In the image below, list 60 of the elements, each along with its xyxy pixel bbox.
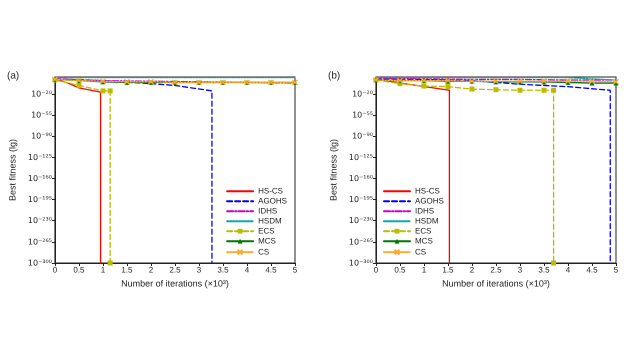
- y-tick-label: 10⁻⁵⁵: [31, 110, 52, 120]
- x-tick-label: 2.5: [490, 266, 502, 274]
- x-tick-label: 1: [422, 266, 427, 274]
- x-tick-label: 1.5: [442, 266, 454, 274]
- legend-label: HSDM: [415, 216, 439, 226]
- x-tick-label: 4.5: [586, 266, 598, 274]
- y-tick-label: 10⁻⁹⁰: [31, 132, 52, 141]
- y-tick-label: 10⁻³⁰⁰: [28, 258, 52, 268]
- legend-label: MCS: [258, 236, 276, 246]
- chart-title: (a): [7, 70, 20, 82]
- y-tick-label: 10⁻²⁶⁵: [348, 237, 373, 246]
- legend-label: IDHS: [258, 206, 278, 216]
- y-axis-title: Best fitness (lg): [8, 138, 18, 202]
- x-tick-label: 3.5: [217, 266, 230, 274]
- y-tick-label: 10⁻⁵⁵: [352, 110, 373, 120]
- y-tick-label: 10⁻⁹⁰: [352, 132, 373, 141]
- legend-label: ECS: [415, 226, 432, 236]
- x-tick-label: 2.5: [169, 266, 182, 274]
- legend-label: AGOHS: [258, 196, 288, 206]
- x-tick-label: 1: [100, 266, 106, 274]
- y-tick-label: 10⁻²⁶⁵: [28, 237, 52, 246]
- x-tick-label: 4: [566, 266, 571, 274]
- x-tick-label: 3.5: [538, 266, 550, 274]
- legend-label: HSDM: [258, 216, 282, 226]
- x-axis-title: Number of iterations (×10³): [121, 278, 229, 288]
- y-tick-label: 10⁻¹⁶⁰: [348, 174, 373, 183]
- x-tick-label: 2: [470, 266, 475, 274]
- x-tick-label: 0: [52, 266, 58, 274]
- x-tick-label: 5: [614, 266, 619, 274]
- y-tick-label: 10⁻¹²⁵: [348, 152, 373, 162]
- y-tick-label: 10⁻²³⁰: [28, 216, 52, 226]
- x-tick-label: 0.5: [394, 266, 406, 274]
- y-tick-label: 10⁻¹⁹⁵: [348, 195, 373, 204]
- legend-label: CS: [415, 248, 426, 257]
- y-tick-label: 10⁻¹⁶⁰: [28, 174, 52, 183]
- x-tick-label: 4.5: [265, 266, 278, 274]
- chart-title: (b): [328, 70, 340, 82]
- x-tick-label: 1.5: [121, 266, 134, 274]
- legend-label: HS-CS: [258, 186, 283, 196]
- y-tick-label: 10⁻²³⁰: [348, 216, 373, 226]
- y-tick-label: 10⁻¹²⁵: [28, 152, 52, 162]
- legend-label: MCS: [415, 236, 433, 246]
- legend-label: IDHS: [415, 206, 434, 216]
- x-tick-label: 5: [292, 266, 298, 274]
- y-tick-label: 10⁻³⁰⁰: [348, 258, 373, 268]
- y-tick-label: 10⁻²⁰: [352, 89, 373, 98]
- x-tick-label: 0.5: [73, 266, 86, 274]
- x-tick-label: 2: [148, 266, 154, 274]
- y-axis-title: Best fitness (lg): [328, 138, 338, 202]
- legend-label: AGOHS: [415, 196, 444, 206]
- legend-label: CS: [258, 248, 270, 257]
- x-tick-label: 4: [244, 266, 250, 274]
- x-axis-title: Number of iterations (×10³): [442, 278, 550, 288]
- x-tick-label: 3: [518, 266, 523, 274]
- y-tick-label: 10⁻²⁰: [31, 89, 52, 98]
- legend-label: ECS: [258, 226, 275, 236]
- y-tick-label: 10⁻¹⁹⁵: [28, 195, 52, 204]
- x-tick-label: 0: [374, 266, 379, 274]
- x-tick-label: 3: [196, 266, 202, 274]
- legend-label: HS-CS: [415, 186, 440, 196]
